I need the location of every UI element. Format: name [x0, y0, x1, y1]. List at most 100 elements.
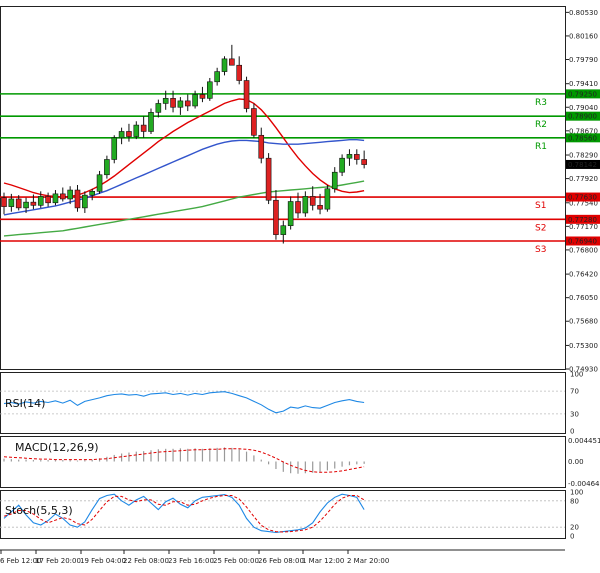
price-tick-label: 0.76050: [569, 294, 598, 302]
rsi-tick-label: 70: [570, 388, 579, 396]
candle-body: [361, 159, 367, 165]
time-tick-label: 23 Feb 16:00: [168, 557, 214, 565]
level-price-box: [566, 111, 600, 121]
time-tick-label: 6 Feb 12:00: [0, 557, 41, 565]
rsi-line: [3, 391, 365, 414]
level-name-r2: R2: [535, 120, 547, 130]
candle-body: [74, 189, 81, 209]
level-name-r1: R1: [535, 142, 547, 152]
candle-body: [207, 81, 213, 99]
candle-body: [258, 134, 265, 159]
time-tick-label: 25 Feb 00:00: [213, 557, 259, 565]
level-price-box: [566, 192, 600, 202]
price-tick-label: 0.77170: [569, 223, 598, 231]
level-price-box: [566, 214, 600, 224]
level-price-label: 0.78900: [568, 113, 597, 121]
candle-body: [118, 131, 125, 139]
candle-body: [148, 112, 154, 132]
time-tick-label: 1 Mar 12:00: [302, 557, 344, 565]
level-price-label: 0.76940: [568, 237, 597, 245]
level-price-box: [566, 236, 600, 246]
level-price-label: 0.79250: [568, 90, 597, 98]
candle-body: [243, 80, 250, 109]
candle-body: [251, 108, 257, 136]
price-tick-label: 0.77540: [569, 199, 598, 207]
rsi-title: RSI(14): [5, 397, 45, 410]
candle-body: [162, 98, 169, 104]
macd-tick-label: -0.004646: [568, 480, 600, 488]
candle-body: [82, 194, 88, 209]
level-price-box: [566, 89, 600, 99]
price-tick-label: 0.79410: [569, 80, 598, 88]
level-price-box: [566, 133, 600, 143]
candle-body: [52, 193, 59, 204]
price-tick-label: 0.74930: [569, 366, 598, 374]
moving-average-line-2: [3, 138, 365, 216]
candle-body: [8, 198, 15, 207]
candle-body: [96, 174, 103, 192]
price-tick-label: 0.76800: [569, 246, 598, 254]
stoch-title: Stoch(5,5,3): [5, 504, 73, 517]
time-tick-label: 19 Feb 04:00: [80, 557, 126, 565]
candle-body: [353, 154, 360, 160]
moving-average-line-3: [3, 180, 365, 237]
candle-body: [273, 199, 279, 235]
candle-body: [104, 159, 110, 176]
candle-body: [229, 58, 235, 66]
main-panel: [0, 6, 566, 370]
price-tick-label: 0.80530: [569, 9, 598, 17]
price-tick-label: 0.78670: [569, 127, 598, 135]
stoch-signal-line: [3, 495, 365, 533]
level-price-label: 0.77280: [568, 216, 597, 224]
candle-body: [15, 198, 22, 209]
current-price-label: 0.78142: [568, 161, 597, 169]
stoch-tick-label: 20: [570, 524, 579, 532]
candle-body: [221, 58, 228, 72]
candle-body: [1, 197, 7, 207]
candle-body: [287, 201, 294, 227]
candle-body: [30, 201, 37, 206]
candle-body: [140, 124, 147, 132]
candle-body: [295, 201, 301, 214]
rsi-tick-label: 100: [570, 371, 583, 379]
candle-body: [317, 205, 323, 210]
time-tick-label: 17 Feb 20:00: [35, 557, 81, 565]
candle-body: [155, 103, 162, 113]
candle-body: [346, 154, 353, 159]
level-name-s3: S3: [535, 245, 546, 255]
candle-body: [236, 64, 242, 81]
candle-body: [184, 100, 191, 107]
price-tick-label: 0.75680: [569, 318, 598, 326]
macd-title: MACD(12,26,9): [15, 441, 99, 454]
candle-body: [111, 137, 118, 160]
candle-body: [37, 196, 44, 206]
level-price-label: 0.77630: [568, 194, 597, 202]
stoch-tick-label: 80: [570, 497, 579, 505]
price-tick-label: 0.77920: [569, 175, 598, 183]
time-tick-label: 2 Mar 20:00: [347, 557, 389, 565]
price-tick-label: 0.76420: [569, 271, 598, 279]
price-tick-label: 0.80160: [569, 32, 598, 40]
price-tick-label: 0.79790: [569, 56, 598, 64]
candle-body: [199, 94, 206, 99]
candle-body: [265, 157, 272, 201]
time-tick-label: 22 Feb 08:00: [123, 557, 169, 565]
price-tick-label: 0.75300: [569, 342, 598, 350]
candle-body: [214, 71, 220, 83]
candle-body: [302, 196, 309, 214]
price-tick-label: 0.79040: [569, 104, 598, 112]
candle-body: [67, 189, 73, 200]
macd-signal-line: [3, 448, 365, 473]
level-name-s1: S1: [535, 201, 546, 211]
price-tick-label: 0.78290: [569, 152, 598, 160]
rsi-tick-label: 0: [570, 428, 574, 436]
candle-body: [324, 188, 331, 210]
candle-body: [45, 196, 51, 204]
candle-body: [89, 191, 95, 196]
candle-body: [23, 201, 29, 209]
candle-body: [331, 171, 338, 190]
level-name-s2: S2: [535, 223, 546, 233]
rsi-panel: [0, 372, 566, 434]
